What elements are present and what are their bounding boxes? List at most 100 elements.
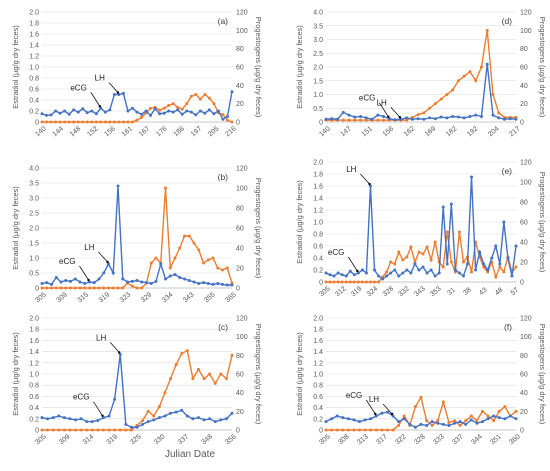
estradiol-point <box>430 420 434 424</box>
y-right-tick-label: 60 <box>520 220 528 227</box>
estradiol-point <box>145 281 148 285</box>
progestogens-point <box>457 230 461 234</box>
annotation-arrowhead <box>106 260 109 264</box>
estradiol-point <box>401 271 405 275</box>
y-left-tick-label: 3.5 <box>313 23 323 30</box>
progestogens-point <box>401 258 405 262</box>
y-left-tick-label: 1.6 <box>313 184 323 191</box>
progestogens-point <box>54 120 58 124</box>
estradiol-point <box>347 113 351 117</box>
estradiol-point <box>224 417 228 421</box>
x-tick-label: 182 <box>445 125 459 138</box>
progestogens-point <box>129 428 133 432</box>
y-right-tick-label: 20 <box>236 409 244 416</box>
annotation-arrowhead <box>368 182 371 186</box>
estradiol-point <box>478 250 482 254</box>
estradiol-point <box>468 115 472 118</box>
progestogens-point <box>419 395 423 399</box>
y-left-tick-label: 1.4 <box>313 196 323 203</box>
x-tick-label: 322 <box>394 433 408 446</box>
y-right-tick-label: 100 <box>520 334 532 341</box>
progestogens-point <box>376 118 380 122</box>
estradiol-point <box>353 115 357 119</box>
progestogens-point <box>40 428 44 432</box>
progestogens-point <box>468 70 472 74</box>
estradiol-point <box>90 420 94 424</box>
x-tick-label: 186 <box>172 125 186 138</box>
estradiol-point <box>482 262 486 266</box>
estradiol-point <box>168 274 172 278</box>
estradiol-point <box>78 280 82 284</box>
y-right-axis-title: Progestogens (µg/g dry feces) <box>254 178 263 279</box>
estradiol-point <box>154 279 158 283</box>
progestogens-point <box>76 120 80 124</box>
progestogens-point <box>389 260 393 264</box>
estradiol-point <box>49 113 53 117</box>
progestogens-point <box>101 428 105 432</box>
estradiol-point <box>198 109 202 113</box>
estradiol-point <box>498 262 502 266</box>
estradiol-point <box>59 280 63 284</box>
estradiol-point <box>221 282 224 286</box>
progestogens-point <box>90 120 94 124</box>
y-right-tick-label: 80 <box>520 46 528 53</box>
progestogens-point <box>369 428 373 432</box>
estradiol-point <box>364 271 368 275</box>
annotation-label: eCG <box>328 248 344 257</box>
estradiol-point <box>458 420 462 424</box>
y-left-tick-label: 1.0 <box>29 65 39 72</box>
annotation-arrow <box>382 403 393 415</box>
y-left-tick-label: 0 <box>35 286 39 293</box>
x-tick-label: 353 <box>429 285 443 298</box>
estradiol-point <box>397 274 401 278</box>
estradiol-point <box>486 417 490 421</box>
estradiol-point <box>194 113 198 117</box>
progestogens-point <box>391 428 395 432</box>
progestogens-point <box>162 106 166 110</box>
y-right-tick-label: 60 <box>520 65 528 72</box>
y-left-tick-label: 1.6 <box>29 338 39 345</box>
progestogens-point <box>368 280 372 284</box>
estradiol-point <box>178 276 182 279</box>
y-right-tick-label: 0 <box>236 286 240 293</box>
progestogens-point <box>157 405 161 409</box>
estradiol-point <box>225 283 229 287</box>
estradiol-line <box>41 354 233 428</box>
estradiol-point <box>202 281 205 285</box>
panel-label: (c) <box>218 322 228 332</box>
estradiol-point <box>221 117 225 121</box>
y-left-tick-label: 1.8 <box>313 327 323 334</box>
progestogens-point <box>352 280 356 284</box>
x-tick-label: 144 <box>52 125 66 138</box>
annotation-arrowhead <box>87 278 90 282</box>
y-left-tick-label: 0.4 <box>313 405 323 412</box>
y-left-axis-title: Estradiol (µg/g dry feces) <box>295 332 304 416</box>
progestogens-point <box>112 120 116 124</box>
progestogens-point <box>359 118 363 122</box>
estradiol-point <box>453 268 457 272</box>
estradiol-point <box>461 274 465 278</box>
estradiol-point <box>405 116 409 120</box>
estradiol-point <box>46 417 50 421</box>
estradiol-point <box>153 107 157 111</box>
estradiol-point <box>364 116 368 120</box>
y-left-axis-title: Estradiol (µg/g dry feces) <box>11 186 20 270</box>
y-left-axis-title: Estradiol (µg/g dry feces) <box>11 332 20 416</box>
progestogens-point <box>140 286 144 290</box>
progestogens-point <box>433 240 437 244</box>
progestogens-point <box>422 111 426 115</box>
progestogens-point <box>102 286 106 290</box>
estradiol-point <box>416 117 420 121</box>
y-left-tick-label: 1.8 <box>313 172 323 179</box>
progestogens-point <box>69 286 72 290</box>
y-right-tick-label: 120 <box>520 316 532 323</box>
progestogens-point <box>185 102 189 106</box>
progestogens-point <box>113 428 117 432</box>
progestogens-point <box>203 93 207 96</box>
y-left-tick-label: 2.5 <box>313 51 323 58</box>
progestogens-point <box>451 88 455 92</box>
progestogens-point <box>40 120 44 124</box>
annotation-arrow <box>79 265 89 281</box>
estradiol-point <box>441 422 445 426</box>
estradiol-point <box>208 417 212 421</box>
